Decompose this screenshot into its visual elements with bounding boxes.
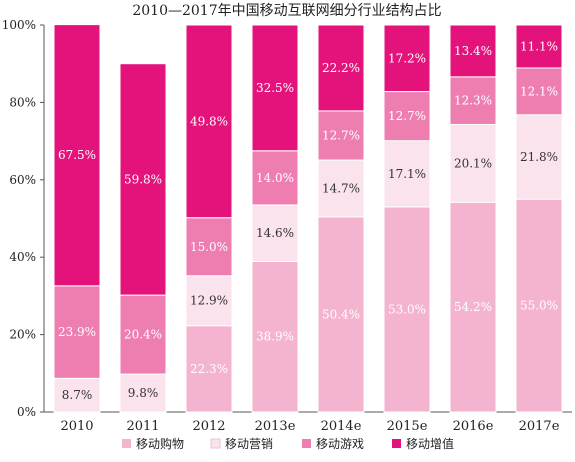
data-label: 49.8% (190, 114, 228, 128)
bar-segment (515, 67, 563, 116)
y-tick-label: 0% (17, 405, 36, 419)
data-label: 54.2% (454, 300, 492, 314)
data-label: 22.3% (190, 362, 228, 376)
bar-segment (251, 24, 299, 152)
data-label: 14.0% (256, 171, 294, 185)
y-tick-label: 60% (9, 173, 36, 187)
data-label: 14.6% (256, 226, 294, 240)
data-label: 12.7% (388, 109, 426, 123)
bar-segment (383, 206, 431, 413)
bar-segment (317, 24, 365, 112)
bar-segment (119, 373, 167, 413)
bar-segment (383, 91, 431, 142)
data-label: 53.0% (388, 302, 426, 316)
legend-swatch (302, 439, 311, 448)
bar-segment (449, 24, 497, 78)
bar-segment (185, 325, 233, 413)
bar-segment (317, 159, 365, 218)
bar-segment (251, 150, 299, 206)
data-label: 20.1% (454, 156, 492, 170)
x-tick-label: 2017e (519, 419, 560, 434)
data-label: 11.1% (520, 39, 558, 53)
data-label: 14.7% (322, 182, 360, 196)
data-label: 12.1% (520, 84, 558, 98)
x-tick-label: 2013e (255, 419, 296, 434)
x-tick-label: 2016e (453, 419, 494, 434)
bar-segment (317, 110, 365, 161)
y-tick-label: 20% (9, 328, 36, 342)
data-label: 12.3% (454, 94, 492, 108)
legend-label: 移动购物 (136, 436, 184, 451)
data-label: 55.0% (520, 299, 558, 313)
y-tick-label: 80% (9, 95, 36, 109)
bar-segment (515, 114, 563, 200)
x-tick-label: 2015e (387, 419, 428, 434)
bar-segment (53, 24, 101, 287)
data-label: 22.2% (322, 61, 360, 75)
bar-segment (383, 140, 431, 208)
legend-label: 移动游戏 (316, 437, 364, 451)
bar-segment (185, 275, 233, 327)
data-label: 20.4% (124, 328, 162, 342)
bar-segment (449, 76, 497, 125)
legend-label: 移动营销 (225, 437, 273, 451)
data-label: 13.4% (454, 44, 492, 58)
data-label: 67.5% (58, 148, 96, 162)
bar-segment (449, 123, 497, 203)
bar-segment (53, 377, 101, 413)
legend-swatch (392, 439, 401, 448)
data-label: 17.1% (388, 167, 426, 181)
plot-area: 0%20%40%60%80%100%8.7%23.9%67.5%201010.0… (2, 18, 572, 434)
data-label: 23.9% (58, 325, 96, 339)
data-label: 9.8% (128, 386, 159, 400)
bar-segment (251, 204, 299, 262)
data-label: 15.0% (190, 240, 228, 254)
data-label: 8.7% (62, 388, 93, 402)
x-tick-label: 2010 (60, 419, 93, 434)
data-label: 50.4% (322, 307, 360, 321)
bar-segment (251, 260, 299, 413)
bar-segment (515, 24, 563, 69)
legend: 移动购物 移动营销 移动游戏 移动增值 (122, 436, 454, 451)
data-label: 12.9% (190, 294, 228, 308)
bar-segment (185, 217, 233, 277)
y-tick-label: 40% (9, 250, 36, 264)
data-label: 59.8% (124, 172, 162, 186)
x-tick-label: 2012 (192, 419, 225, 434)
chart-title: 2010—2017年中国移动互联网细分行业结构占比 (132, 3, 441, 19)
bar-segment (317, 216, 365, 413)
x-tick-label: 2014e (321, 419, 362, 434)
bar-segment (515, 198, 563, 413)
y-tick-label: 100% (2, 18, 36, 32)
bar-segment (185, 24, 233, 219)
data-label: 38.9% (256, 330, 294, 344)
bar-segment (119, 63, 167, 296)
bar-segment (53, 285, 101, 379)
data-label: 12.7% (322, 128, 360, 142)
data-label: 17.2% (388, 51, 426, 65)
data-label: 21.8% (520, 150, 558, 164)
legend-swatch (210, 438, 221, 449)
bar-segment (383, 24, 431, 93)
legend-swatch (122, 439, 131, 448)
bar-segment (119, 294, 167, 375)
legend-label: 移动增值 (406, 436, 454, 451)
data-label: 32.5% (256, 81, 294, 95)
x-tick-label: 2011 (126, 419, 159, 434)
